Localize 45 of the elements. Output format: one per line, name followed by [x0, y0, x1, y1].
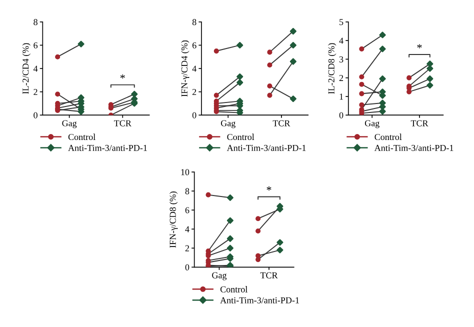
legend-label: Control: [374, 134, 402, 140]
annotation: *: [417, 44, 422, 48]
y-tick-label: 2: [185, 245, 189, 252]
x-tick-label: TCR: [272, 120, 290, 126]
y-tick-label: 0: [192, 112, 196, 118]
y-tick-label: 2: [34, 88, 38, 95]
y-axis-title: IL-2/CD4 (%): [22, 43, 31, 94]
y-tick-label: 8: [185, 188, 190, 194]
legend-label: Anti-Tim-3/anti-PD-1: [226, 144, 306, 151]
legend-label: Anti-Tim-3/anti-PD-1: [374, 144, 454, 151]
y-tick-label: 4: [339, 38, 344, 44]
y-tick-label: 3: [339, 56, 344, 62]
y-tick-label: 0: [34, 112, 38, 118]
y-tick-label: 5: [340, 19, 344, 26]
y-tick-label: 6: [34, 42, 38, 48]
y-tick-label: 8: [34, 19, 38, 26]
legend-label: Control: [227, 134, 254, 140]
x-tick-label: TCR: [410, 120, 428, 126]
y-tick-label: 6: [185, 207, 190, 214]
x-tick-label: TCR: [114, 120, 132, 126]
y-axis-title: IFN-γ/CD4 (%): [181, 40, 190, 97]
x-tick-label: Gag: [364, 120, 380, 128]
x-tick-label: Gag: [220, 120, 236, 128]
y-tick-label: 8: [192, 19, 196, 26]
x-tick-label: Gag: [62, 120, 77, 128]
y-tick-label: 4: [33, 66, 38, 72]
legend-label: Control: [220, 286, 248, 292]
annotation: *: [266, 186, 272, 190]
y-tick-label: 2: [192, 88, 196, 95]
y-tick-label: 2: [339, 74, 344, 81]
y-tick-label: 0: [339, 112, 344, 118]
x-tick-label: Gag: [212, 272, 227, 280]
y-tick-label: 4: [192, 66, 196, 72]
y-tick-label: 4: [185, 226, 190, 232]
y-axis-title: IL-2/CD8 (%): [328, 43, 336, 94]
legend-label: Anti-Tim-3/anti-PD-1: [68, 144, 147, 151]
y-tick-label: 10: [181, 169, 190, 176]
y-tick-label: 6: [192, 42, 196, 48]
annotation: *: [120, 74, 125, 79]
y-tick-label: 1: [340, 94, 343, 100]
legend-label: Anti-Tim-3/anti-PD-1: [220, 297, 299, 304]
legend-label: Control: [68, 134, 96, 140]
y-axis-title: IFN-γ/CD8 (%): [169, 192, 178, 248]
y-tick-label: 0: [185, 264, 190, 270]
x-tick-label: TCR: [260, 272, 278, 278]
